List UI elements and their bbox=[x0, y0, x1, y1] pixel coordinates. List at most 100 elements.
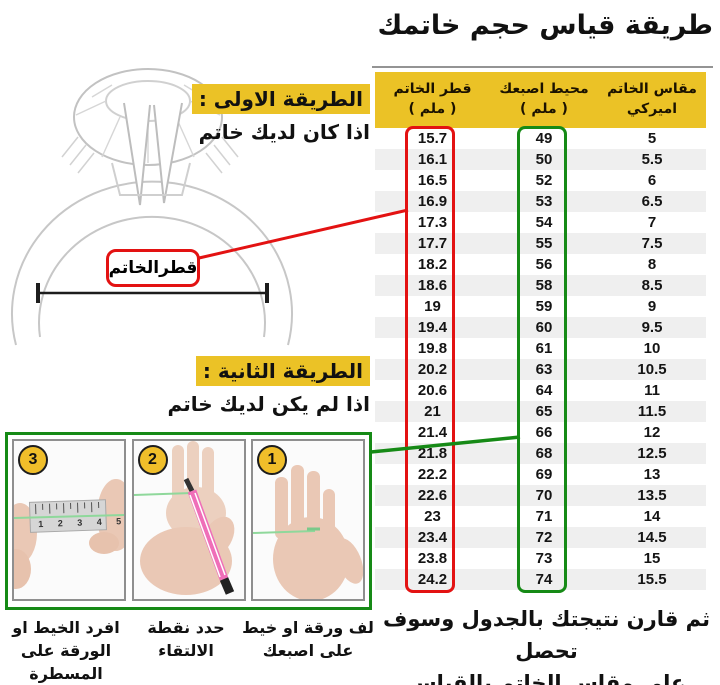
table-cell: 20.2 bbox=[417, 361, 448, 378]
page-title: طريقة قياس حجم خاتمك bbox=[377, 10, 713, 41]
table-cell: 19.4 bbox=[417, 319, 448, 336]
table-cell: 63 bbox=[535, 361, 553, 378]
table-row: 18.6 58 8.5 bbox=[375, 275, 706, 296]
table-cell: 61 bbox=[535, 340, 553, 357]
table-cell: 70 bbox=[535, 487, 553, 504]
step-photo-ruler-measure: 1 2 3 4 5 3 bbox=[12, 439, 126, 601]
column-header-diameter: قطر الخاتم ( ملم ) bbox=[393, 81, 472, 117]
diameter-column-highlight-box bbox=[405, 126, 455, 593]
table-cell: 23.8 bbox=[417, 550, 448, 567]
table-cell: 13 bbox=[643, 466, 661, 483]
table-row: 22.2 69 13 bbox=[375, 464, 706, 485]
table-cell: 10.5 bbox=[637, 361, 667, 378]
method-2-heading: الطريقة الثانية : bbox=[195, 356, 370, 386]
step-captions-row: افرد الخيط او الورقة على المسطرة حدد نقط… bbox=[0, 616, 376, 685]
table-row: 16.1 50 5.5 bbox=[375, 149, 706, 170]
column-header-circumference: محيط اصبعك ( ملم ) bbox=[499, 81, 589, 117]
table-cell: 15 bbox=[643, 550, 661, 567]
table-cell: 54 bbox=[535, 214, 553, 231]
table-cell: 18.2 bbox=[417, 256, 448, 273]
table-row: 23.4 72 14.5 bbox=[375, 527, 706, 548]
table-cell: 73 bbox=[535, 550, 553, 567]
table-cell: 74 bbox=[535, 571, 553, 588]
thread-line bbox=[133, 492, 192, 496]
table-row: 23 71 14 bbox=[375, 506, 706, 527]
table-row: 17.7 55 7.5 bbox=[375, 233, 706, 254]
table-cell: 8.5 bbox=[641, 277, 663, 294]
table-cell: 9 bbox=[647, 298, 657, 315]
table-row: 19.8 61 10 bbox=[375, 338, 706, 359]
table-cell: 16.5 bbox=[417, 172, 448, 189]
method-1-heading: الطريقة الاولى : bbox=[191, 84, 370, 114]
table-cell: 14.5 bbox=[637, 529, 667, 546]
step-number-badge: 2 bbox=[137, 445, 168, 475]
table-cell: 64 bbox=[535, 382, 553, 399]
table-header-row: قطر الخاتم ( ملم ) محيط اصبعك ( ملم ) مق… bbox=[375, 72, 706, 128]
table-row: 20.2 63 10.5 bbox=[375, 359, 706, 380]
table-row: 18.2 56 8 bbox=[375, 254, 706, 275]
method-2-subtitle: اذا لم يكن لديك خاتم bbox=[167, 392, 370, 416]
table-cell: 19 bbox=[424, 298, 441, 315]
thread-line bbox=[14, 514, 124, 519]
table-cell: 5 bbox=[647, 130, 657, 147]
table-cell: 60 bbox=[535, 319, 553, 336]
table-cell: 13.5 bbox=[637, 487, 667, 504]
table-row: 23.8 73 15 bbox=[375, 548, 706, 569]
table-cell: 72 bbox=[535, 529, 553, 546]
table-cell: 6 bbox=[647, 172, 657, 189]
ruler-numbers: 1 2 3 4 5 bbox=[38, 516, 124, 529]
method-2-block: الطريقة الثانية : اذا لم يكن لديك خاتم bbox=[168, 356, 370, 416]
caption-step-2: حدد نقطة الالتقاء bbox=[147, 618, 225, 660]
step-number-badge: 1 bbox=[257, 445, 287, 475]
table-cell: 58 bbox=[535, 277, 553, 294]
table-cell: 12.5 bbox=[637, 445, 667, 462]
table-cell: 7.5 bbox=[641, 235, 663, 252]
table-row: 17.3 54 7 bbox=[375, 212, 706, 233]
table-top-divider bbox=[372, 66, 713, 68]
pink-marker-pen bbox=[183, 477, 234, 595]
step-photo-thread-on-finger: 1 bbox=[251, 439, 365, 601]
table-cell: 9.5 bbox=[641, 319, 663, 336]
table-cell: 18.6 bbox=[417, 277, 448, 294]
caption-step-3: افرد الخيط او الورقة على المسطرة bbox=[12, 618, 120, 683]
table-cell: 15.5 bbox=[637, 571, 667, 588]
caption-step-1: لف ورقة او خيط على اصبعك bbox=[242, 618, 374, 660]
table-row: 22.6 70 13.5 bbox=[375, 485, 706, 506]
table-cell: 65 bbox=[535, 403, 553, 420]
table-cell: 24.2 bbox=[417, 571, 448, 588]
table-body: 15.7 49 5 16.1 50 5.5 16.5 52 6 16.9 53 6.5 17.3 54 7 1… bbox=[375, 128, 706, 590]
step-number-badge: 3 bbox=[18, 445, 48, 475]
ring-sketch-illustration bbox=[11, 68, 293, 346]
table-cell: 15.7 bbox=[417, 130, 448, 147]
table-cell: 5.5 bbox=[641, 151, 663, 168]
table-cell: 16.1 bbox=[417, 151, 448, 168]
table-row: 16.5 52 6 bbox=[375, 170, 706, 191]
thread-line bbox=[253, 530, 316, 534]
table-cell: 10 bbox=[643, 340, 661, 357]
table-cell: 17.3 bbox=[417, 214, 448, 231]
table-row: 19 59 9 bbox=[375, 296, 706, 317]
table-cell: 23.4 bbox=[417, 529, 448, 546]
table-cell: 21 bbox=[424, 403, 441, 420]
table-row: 15.7 49 5 bbox=[375, 128, 706, 149]
ring-size-table: قطر الخاتم ( ملم ) محيط اصبعك ( ملم ) مق… bbox=[375, 72, 706, 590]
ring-diameter-label: قطرالخاتم bbox=[106, 249, 200, 287]
table-cell: 68 bbox=[535, 445, 553, 462]
table-cell: 11.5 bbox=[637, 403, 667, 420]
table-row: 24.2 74 15.5 bbox=[375, 569, 706, 590]
table-row: 19.4 60 9.5 bbox=[375, 317, 706, 338]
table-row: 20.6 64 11 bbox=[375, 380, 706, 401]
table-cell: 56 bbox=[535, 256, 553, 273]
table-cell: 22.2 bbox=[417, 466, 448, 483]
circumference-column-highlight-box bbox=[517, 126, 567, 593]
method-1-block: الطريقة الاولى : اذا كان لديك خاتم bbox=[191, 84, 370, 144]
table-cell: 8 bbox=[647, 256, 657, 273]
table-cell: 20.6 bbox=[417, 382, 448, 399]
marking-photo-illustration bbox=[133, 441, 244, 599]
table-cell: 50 bbox=[535, 151, 553, 168]
table-cell: 6.5 bbox=[641, 193, 663, 210]
footer-note: ثم قارن نتيجتك بالجدول وسوف تحصل على مقا… bbox=[383, 607, 710, 685]
column-header-us-size: مقاس الخاتم اميركي bbox=[607, 81, 697, 117]
table-row: 16.9 53 6.5 bbox=[375, 191, 706, 212]
